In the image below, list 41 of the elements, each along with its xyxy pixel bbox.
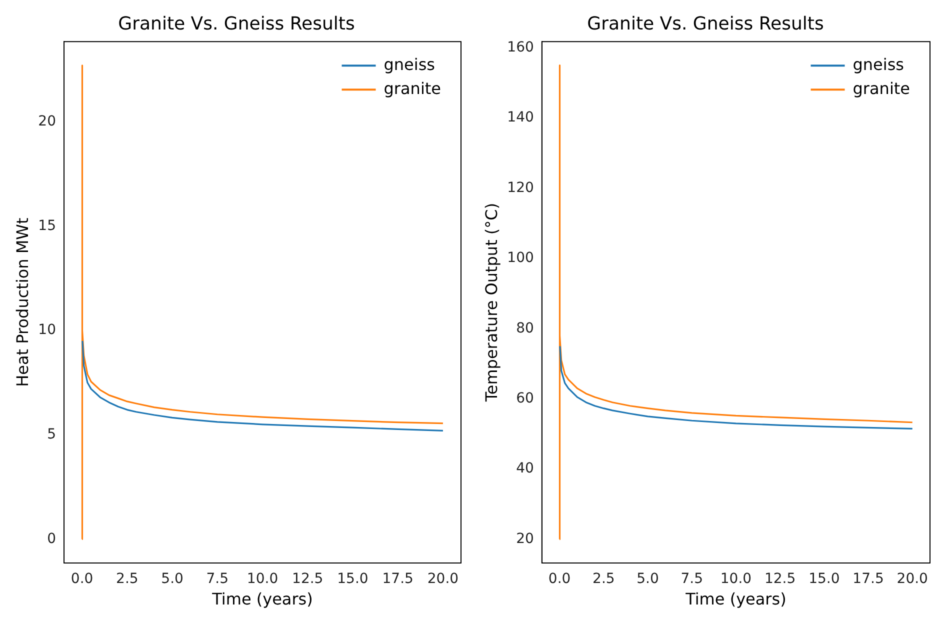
x-axis-title: Time (years) bbox=[684, 590, 786, 609]
x-tick-label: 5.0 bbox=[161, 571, 184, 588]
y-tick-label: 120 bbox=[507, 180, 534, 196]
x-tick-label: 0.0 bbox=[70, 571, 94, 588]
y-tick-label: 20 bbox=[516, 530, 534, 547]
chart-title: Granite Vs. Gneiss Results bbox=[118, 13, 355, 34]
x-tick-label: 17.5 bbox=[852, 571, 884, 588]
y-tick-label: 5 bbox=[47, 426, 56, 442]
x-tick-label: 15.0 bbox=[808, 571, 840, 588]
y-tick-label: 100 bbox=[507, 250, 534, 266]
y-axis-title: Temperature Output (°C) bbox=[482, 202, 501, 403]
x-tick-label: 5.0 bbox=[636, 571, 659, 588]
x-tick-label: 10.0 bbox=[246, 571, 278, 588]
y-tick-label: 160 bbox=[507, 39, 534, 56]
chart-title: Granite Vs. Gneiss Results bbox=[587, 13, 824, 34]
legend-label: gneiss bbox=[384, 54, 436, 74]
x-axis-title: Time (years) bbox=[211, 590, 313, 609]
legend-label: gneiss bbox=[852, 54, 904, 74]
x-tick-label: 7.5 bbox=[206, 571, 229, 588]
y-tick-label: 10 bbox=[38, 322, 56, 338]
y-tick-label: 20 bbox=[38, 113, 56, 130]
y-tick-label: 15 bbox=[38, 218, 56, 234]
y-tick-label: 40 bbox=[516, 460, 534, 477]
y-tick-label: 80 bbox=[516, 320, 534, 336]
x-tick-label: 20.0 bbox=[427, 571, 459, 588]
x-tick-label: 0.0 bbox=[548, 571, 571, 588]
x-tick-label: 10.0 bbox=[720, 571, 752, 588]
x-tick-label: 7.5 bbox=[680, 571, 703, 588]
x-tick-label: 17.5 bbox=[382, 571, 414, 588]
y-tick-label: 140 bbox=[507, 110, 534, 126]
x-tick-label: 15.0 bbox=[337, 571, 368, 588]
y-tick-label: 0 bbox=[47, 530, 56, 547]
x-tick-label: 2.5 bbox=[592, 571, 615, 588]
x-tick-label: 12.5 bbox=[764, 571, 796, 588]
x-tick-label: 12.5 bbox=[292, 571, 324, 588]
x-tick-label: 2.5 bbox=[116, 571, 138, 588]
x-tick-label: 20.0 bbox=[896, 571, 928, 588]
legend-label: granite bbox=[852, 78, 910, 98]
y-axis-title: Heat Production MWt bbox=[12, 218, 32, 387]
legend-label: granite bbox=[384, 78, 442, 98]
y-tick-label: 60 bbox=[516, 390, 534, 406]
